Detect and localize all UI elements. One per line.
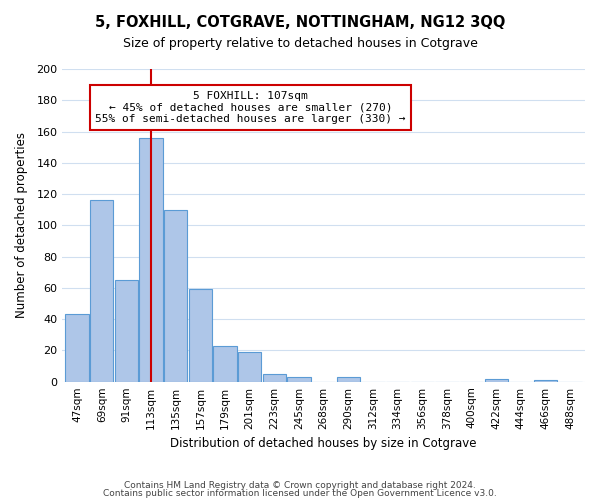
Bar <box>188 290 212 382</box>
Bar <box>238 352 262 382</box>
Bar <box>485 378 508 382</box>
Bar <box>90 200 113 382</box>
Bar <box>534 380 557 382</box>
Text: 5, FOXHILL, COTGRAVE, NOTTINGHAM, NG12 3QQ: 5, FOXHILL, COTGRAVE, NOTTINGHAM, NG12 3… <box>95 15 505 30</box>
Text: Contains HM Land Registry data © Crown copyright and database right 2024.: Contains HM Land Registry data © Crown c… <box>124 481 476 490</box>
Bar <box>263 374 286 382</box>
X-axis label: Distribution of detached houses by size in Cotgrave: Distribution of detached houses by size … <box>170 437 477 450</box>
Bar <box>214 346 237 382</box>
Bar <box>115 280 138 382</box>
Text: 5 FOXHILL: 107sqm
← 45% of detached houses are smaller (270)
55% of semi-detache: 5 FOXHILL: 107sqm ← 45% of detached hous… <box>95 91 406 124</box>
Bar <box>337 377 360 382</box>
Text: Contains public sector information licensed under the Open Government Licence v3: Contains public sector information licen… <box>103 488 497 498</box>
Bar <box>139 138 163 382</box>
Bar <box>65 314 89 382</box>
Bar <box>287 377 311 382</box>
Y-axis label: Number of detached properties: Number of detached properties <box>15 132 28 318</box>
Bar <box>164 210 187 382</box>
Text: Size of property relative to detached houses in Cotgrave: Size of property relative to detached ho… <box>122 38 478 51</box>
